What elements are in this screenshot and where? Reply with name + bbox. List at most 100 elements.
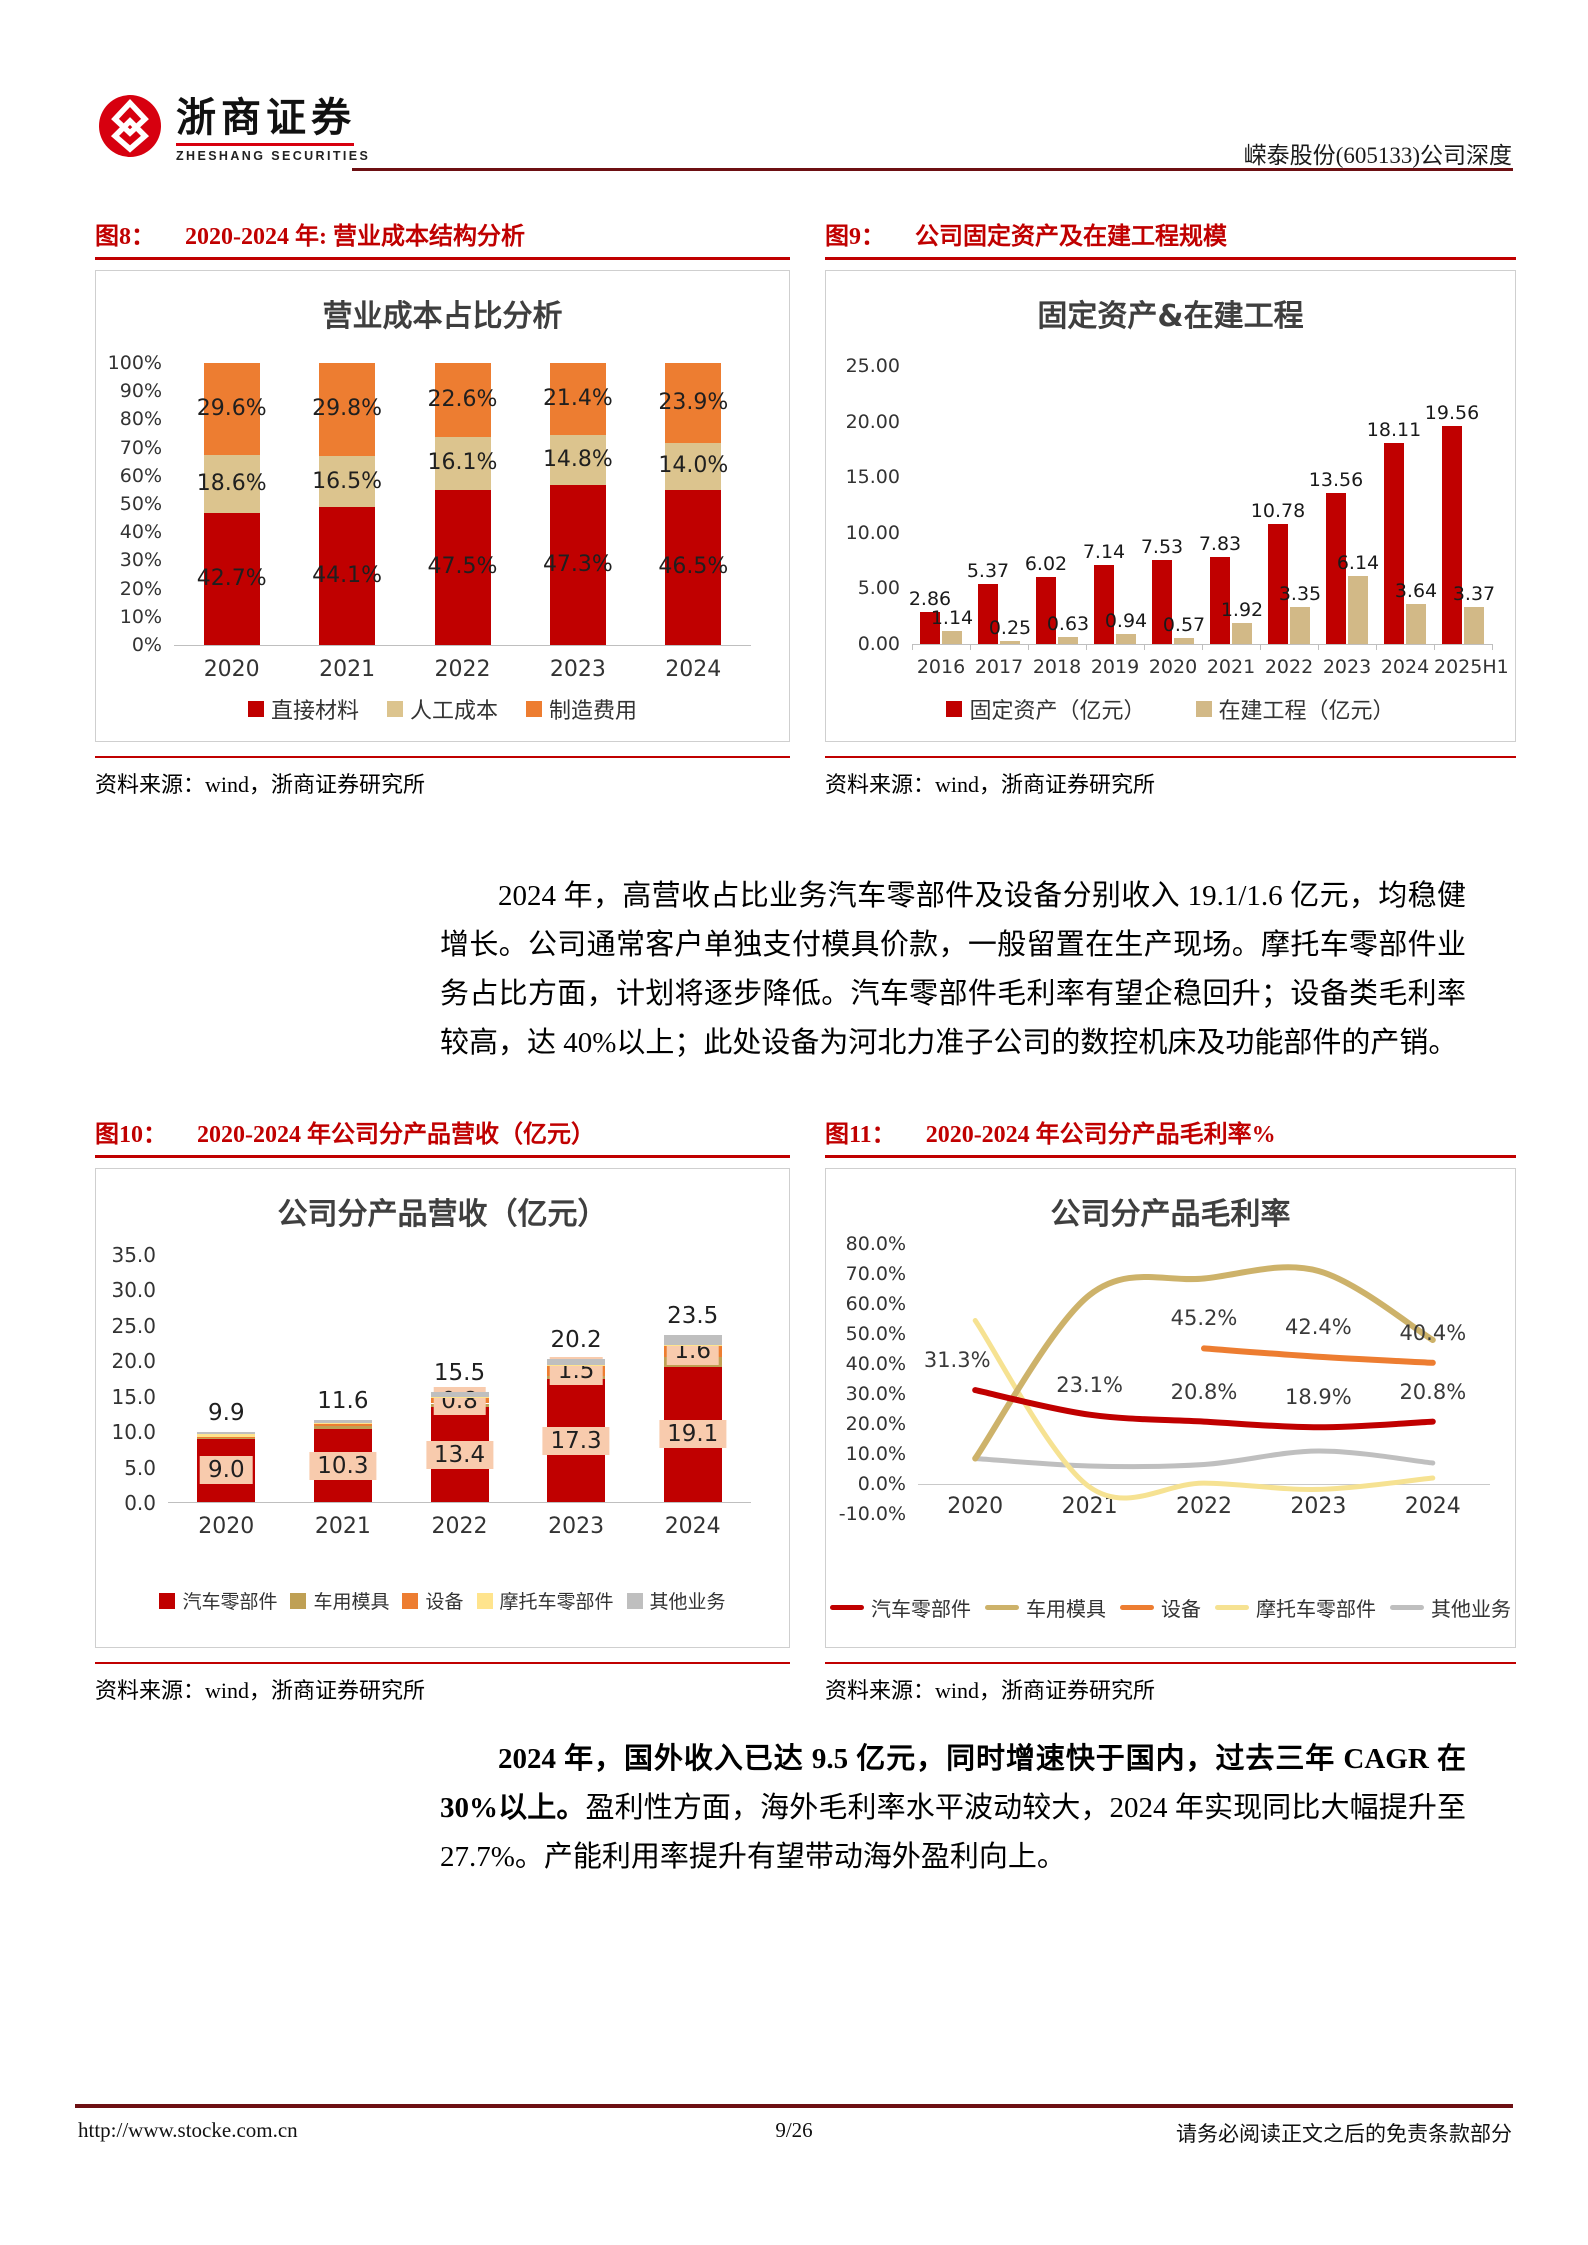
bar-total-label: 23.5 <box>667 1303 719 1330</box>
figure-8-caption-label: 图8： <box>95 224 155 250</box>
bar <box>1036 577 1056 644</box>
figure-9-caption-rule <box>825 257 1516 260</box>
bar-segment <box>434 363 491 437</box>
bar-segment-label: 16.1% <box>427 450 498 476</box>
figure-11-caption-label: 图11： <box>825 1122 896 1148</box>
x-axis-category-label: 2022 <box>1175 1494 1232 1519</box>
bar-segment <box>203 363 260 455</box>
y-axis-tick-label: 20.00 <box>845 410 900 433</box>
y-axis-tick-label: 80% <box>119 408 162 431</box>
line-series-2 <box>1201 1345 1436 1366</box>
bar <box>1406 603 1426 644</box>
brand-name-en: ZHESHANG SECURITIES <box>176 149 371 163</box>
bar-value-label: 7.53 <box>1140 536 1184 559</box>
y-axis-tick-label: 30.0 <box>111 1278 156 1303</box>
x-axis-tick <box>1202 644 1203 650</box>
figure-9-caption-title: 公司固定资产及在建工程规模 <box>915 224 1227 250</box>
legend-swatch-icon <box>626 1592 643 1609</box>
chart-9-title: 固定资产&在建工程 <box>1037 299 1304 334</box>
x-axis-category-label: 2023 <box>548 1514 605 1539</box>
chart-10: 公司分产品营收（亿元） 0.0 5.0 10.0 15.0 20.0 25.0 30.0 35… <box>95 1168 790 1648</box>
y-axis-tick-label: 35.0 <box>111 1243 156 1267</box>
figure-9-caption-label: 图9： <box>825 224 885 250</box>
legend-item: 车用模具 <box>290 1587 389 1614</box>
bar-segment-label: 29.6% <box>196 395 267 421</box>
legend-item: 摩托车零部件 <box>1215 1593 1376 1622</box>
bar-segment <box>430 1397 489 1398</box>
figure-10: 图10： 2020-2024 年公司分产品营收（亿元） 公司分产品营收（亿元） 0… <box>95 1120 790 1705</box>
line-series-1 <box>972 1264 1436 1462</box>
bar-total-label: 20.2 <box>550 1326 602 1353</box>
y-axis-tick-label: 10.0% <box>845 1443 906 1465</box>
bar <box>1326 493 1346 644</box>
bar-segment <box>197 1434 256 1437</box>
legend-label: 其他业务 <box>1431 1597 1511 1621</box>
line-series-0 <box>972 1387 1436 1431</box>
paragraph-2-rest: 盈利性方面，海外毛利率水平波动较大，2024 年实现同比大幅提升至 27.7%。… <box>440 1792 1466 1873</box>
y-axis-tick-label: 25.0 <box>111 1313 156 1338</box>
bar-segment <box>434 436 491 490</box>
bar-value-label: 2.86 <box>908 588 952 611</box>
bar <box>920 612 940 644</box>
chart-legend: 固定资产（亿元） 在建工程（亿元） <box>826 693 1515 725</box>
point-label: 20.8% <box>1399 1379 1467 1404</box>
bar-segment-label: 46.5% <box>658 554 729 580</box>
figure-10-source: 资料来源：wind，浙商证券研究所 <box>95 1678 426 1703</box>
x-axis-tick <box>1376 644 1377 650</box>
bar-segment-label: 22.6% <box>427 386 498 412</box>
x-axis-category-label: 2020 <box>1148 656 1198 678</box>
legend-label: 设备 <box>425 1591 464 1613</box>
chart-8: 营业成本占比分析 0% 10% 20% 30% 40% 50% 60% 70% 80% 90% 10… <box>95 270 790 742</box>
legend-item: 在建工程（亿元） <box>1195 693 1395 725</box>
y-axis-tick-label: 50.0% <box>845 1323 906 1345</box>
bar-segment <box>313 1424 372 1427</box>
x-axis-category-label: 2024 <box>664 1514 721 1539</box>
legend-label: 直接材料 <box>270 699 359 724</box>
y-axis-tick-label: 15.00 <box>845 466 900 489</box>
legend-item: 设备 <box>1120 1593 1201 1622</box>
bar-value-label: 3.35 <box>1278 582 1322 605</box>
bar <box>1094 564 1114 644</box>
figure-11: 图11： 2020-2024 年公司分产品毛利率% 公司分产品毛利率 -10.0%… <box>825 1120 1516 1705</box>
x-axis-category-label: 2019 <box>1090 656 1140 678</box>
y-axis-tick-label: 0.0% <box>857 1473 906 1495</box>
chart-legend: 直接材料 人工成本 制造费用 <box>96 693 789 725</box>
bar <box>1268 524 1288 644</box>
chart-11-title: 公司分产品毛利率 <box>1050 1197 1291 1232</box>
y-axis-tick-label: 30% <box>119 549 162 572</box>
chart-legend: 汽车零部件 车用模具 设备 摩托车零部件 其他业务 <box>96 1587 789 1614</box>
bar-segment <box>197 1431 256 1435</box>
bar-value-label: 3.64 <box>1394 579 1438 602</box>
bar-segment-label: 44.1% <box>312 563 383 589</box>
figure-8-caption-rule <box>95 257 790 260</box>
y-axis-tick-label: 30.0% <box>845 1383 906 1405</box>
bar-value-label: 13.56 <box>1308 469 1364 492</box>
footer-page-number: 9/26 <box>775 2118 813 2142</box>
figure-8-caption: 图8： 2020-2024 年: 营业成本结构分析 <box>95 222 790 252</box>
x-axis-category-label: 2024 <box>1404 1494 1461 1519</box>
legend-swatch-icon <box>830 1605 864 1610</box>
x-axis-category-label: 2022 <box>431 1514 488 1539</box>
bar-segment-label: 47.3% <box>542 552 613 578</box>
bar-value-label: 7.14 <box>1082 540 1126 563</box>
chart-11: 公司分产品毛利率 -10.0% 0.0% 10.0% 20.0% 30.0% 40.0% 5… <box>825 1168 1516 1648</box>
legend-label: 人工成本 <box>409 699 498 724</box>
y-axis-tick-label: 60% <box>119 464 162 487</box>
bar-value-label: 6.02 <box>1024 553 1068 576</box>
chart-9: 固定资产&在建工程 0.00 5.00 10.00 15.00 20.00 25.00 2.… <box>825 270 1516 742</box>
x-axis-tick <box>1318 644 1319 650</box>
bar-segment-label: 14.8% <box>542 447 613 473</box>
legend-label: 摩托车零部件 <box>1256 1597 1376 1621</box>
x-axis-line <box>174 645 751 646</box>
y-axis-tick-label: 5.0 <box>124 1455 156 1480</box>
bar-segment <box>313 1419 372 1424</box>
y-axis-tick-label: 0.00 <box>857 633 900 655</box>
legend-label: 摩托车零部件 <box>499 1591 614 1613</box>
legend-item: 汽车零部件 <box>159 1587 277 1614</box>
document-title: 嵘泰股份(605133)公司深度 <box>1243 143 1512 168</box>
legend-item: 固定资产（亿元） <box>946 693 1146 725</box>
bar-segment-label: 9.0 <box>200 1456 253 1485</box>
bar-segment <box>663 1335 722 1345</box>
legend-item: 其他业务 <box>1390 1593 1511 1622</box>
legend-swatch-icon <box>1215 1605 1249 1610</box>
